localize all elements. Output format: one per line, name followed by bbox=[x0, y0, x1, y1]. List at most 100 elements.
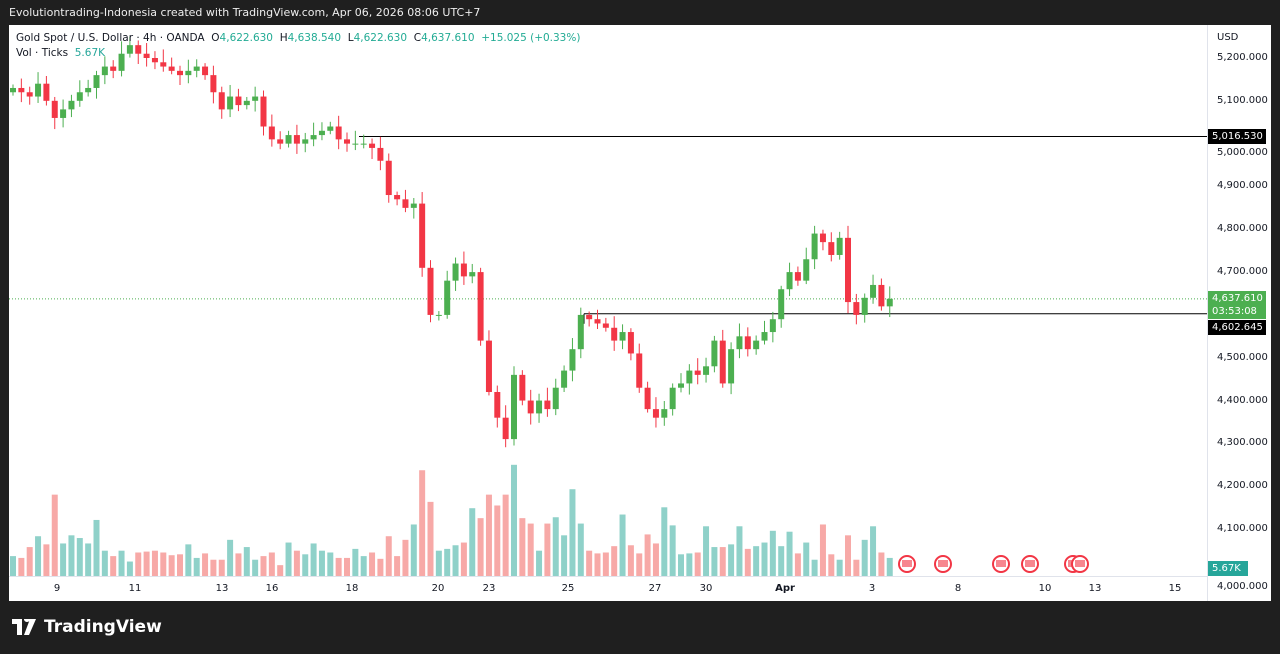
volume-bar bbox=[678, 554, 684, 576]
volume-bar bbox=[686, 553, 693, 576]
volume-bar bbox=[602, 552, 609, 576]
candle-body bbox=[452, 263, 459, 281]
candle-body bbox=[719, 340, 726, 384]
volume-bar bbox=[619, 514, 626, 576]
candle-body bbox=[803, 259, 810, 281]
candle-body bbox=[519, 374, 526, 401]
volume-bar bbox=[694, 552, 701, 576]
symbol-label[interactable]: Gold Spot / U.S. Dollar · 4h · OANDA bbox=[16, 32, 205, 44]
volume-bar bbox=[51, 494, 58, 576]
candle-body bbox=[836, 237, 843, 255]
tradingview-logo-icon bbox=[12, 619, 36, 635]
volume-bar bbox=[101, 550, 108, 576]
volume-bar bbox=[786, 531, 793, 576]
volume-bar bbox=[870, 526, 877, 576]
time-tick: 18 bbox=[345, 583, 359, 594]
volume-bar bbox=[703, 526, 710, 576]
candle-body bbox=[736, 336, 743, 350]
volume-bar bbox=[435, 550, 442, 576]
volume-bar bbox=[193, 557, 200, 576]
candle-body bbox=[694, 370, 701, 375]
candle-body bbox=[536, 400, 543, 414]
candle-body bbox=[210, 75, 217, 93]
candle-body bbox=[243, 100, 250, 106]
volume-bar bbox=[252, 559, 259, 576]
time-tick: 15 bbox=[1168, 583, 1182, 594]
volume-bar bbox=[761, 542, 768, 576]
candle-body bbox=[870, 284, 877, 298]
brand-name: TradingView bbox=[44, 617, 162, 637]
volume-bar bbox=[728, 544, 735, 576]
price-tick: 4,400.000 bbox=[1217, 394, 1268, 406]
candle-body bbox=[227, 96, 234, 110]
volume-bar bbox=[218, 559, 225, 576]
candle-body bbox=[118, 53, 125, 71]
candle-body bbox=[878, 284, 885, 307]
candle-body bbox=[686, 370, 693, 384]
candle-body bbox=[819, 233, 826, 243]
volume-bar bbox=[302, 554, 309, 576]
candle-body bbox=[310, 135, 317, 140]
chart-panel[interactable]: Gold Spot / U.S. Dollar · 4h · OANDA O4,… bbox=[9, 25, 1271, 601]
us-flag-icon bbox=[938, 560, 948, 567]
volume-bar bbox=[310, 543, 317, 576]
volume-bar bbox=[811, 559, 818, 576]
close-label: C bbox=[413, 32, 422, 44]
volume-bar bbox=[669, 525, 676, 576]
volume-bar bbox=[151, 550, 158, 576]
volume-bar bbox=[385, 536, 392, 576]
candle-body bbox=[569, 349, 576, 371]
volume-bar bbox=[736, 526, 743, 576]
low-label: L bbox=[347, 32, 354, 44]
time-axis[interactable]: 9 11 13 16 18 20 23 25 27 30 Apr 3 8 10 13 15 bbox=[9, 576, 1207, 601]
candle-body bbox=[218, 92, 225, 110]
candle-body bbox=[786, 272, 793, 290]
volume-bar bbox=[268, 552, 275, 576]
volume-bar bbox=[327, 552, 334, 576]
volume-bar bbox=[644, 534, 651, 576]
candle-body bbox=[811, 233, 818, 260]
candle-body bbox=[185, 70, 192, 76]
price-tick: 5,100.000 bbox=[1217, 94, 1268, 106]
candle-body bbox=[85, 87, 92, 93]
candle-body bbox=[76, 92, 83, 101]
price-axis[interactable]: USD 5,200.000 5,100.000 5,000.000 4,900.000… bbox=[1207, 25, 1271, 601]
candle-body bbox=[619, 332, 626, 341]
price-tick: 4,900.000 bbox=[1217, 180, 1268, 192]
candle-body bbox=[235, 96, 242, 106]
candle-body bbox=[344, 139, 350, 144]
candle-body bbox=[177, 70, 183, 76]
volume-bar bbox=[369, 552, 376, 576]
volume-bar bbox=[377, 558, 384, 576]
volume-bar bbox=[10, 556, 16, 576]
volume-bar bbox=[177, 554, 183, 576]
volume-label[interactable]: Vol · Ticks bbox=[16, 47, 69, 59]
volume-bar bbox=[76, 538, 83, 576]
candle-body bbox=[26, 92, 33, 97]
candle-body bbox=[502, 417, 509, 440]
price-tick: 4,300.000 bbox=[1217, 437, 1268, 449]
volume-bar bbox=[185, 544, 192, 576]
candle-body bbox=[360, 143, 367, 145]
volume-bar bbox=[168, 555, 175, 576]
candle-body bbox=[886, 298, 893, 307]
volume-bar bbox=[711, 547, 718, 576]
candle-body bbox=[410, 203, 417, 208]
candle-body bbox=[335, 126, 342, 140]
candle-body bbox=[268, 126, 275, 140]
price-tick: 5,200.000 bbox=[1217, 52, 1268, 63]
volume-bar bbox=[569, 489, 576, 576]
tradingview-logo[interactable]: TradingView bbox=[12, 617, 162, 637]
candle-body bbox=[68, 100, 75, 110]
volume-bar bbox=[444, 548, 451, 576]
volume-bar bbox=[118, 550, 125, 576]
candle-body bbox=[60, 109, 67, 118]
volume-bar bbox=[352, 548, 359, 576]
volume-bar bbox=[494, 505, 501, 576]
candle-body bbox=[110, 66, 117, 71]
volume-bar bbox=[819, 524, 826, 576]
candle-body bbox=[552, 387, 559, 410]
candle-body bbox=[302, 139, 309, 144]
volume-bar bbox=[511, 464, 517, 576]
candlestick-plot[interactable] bbox=[9, 25, 1207, 576]
